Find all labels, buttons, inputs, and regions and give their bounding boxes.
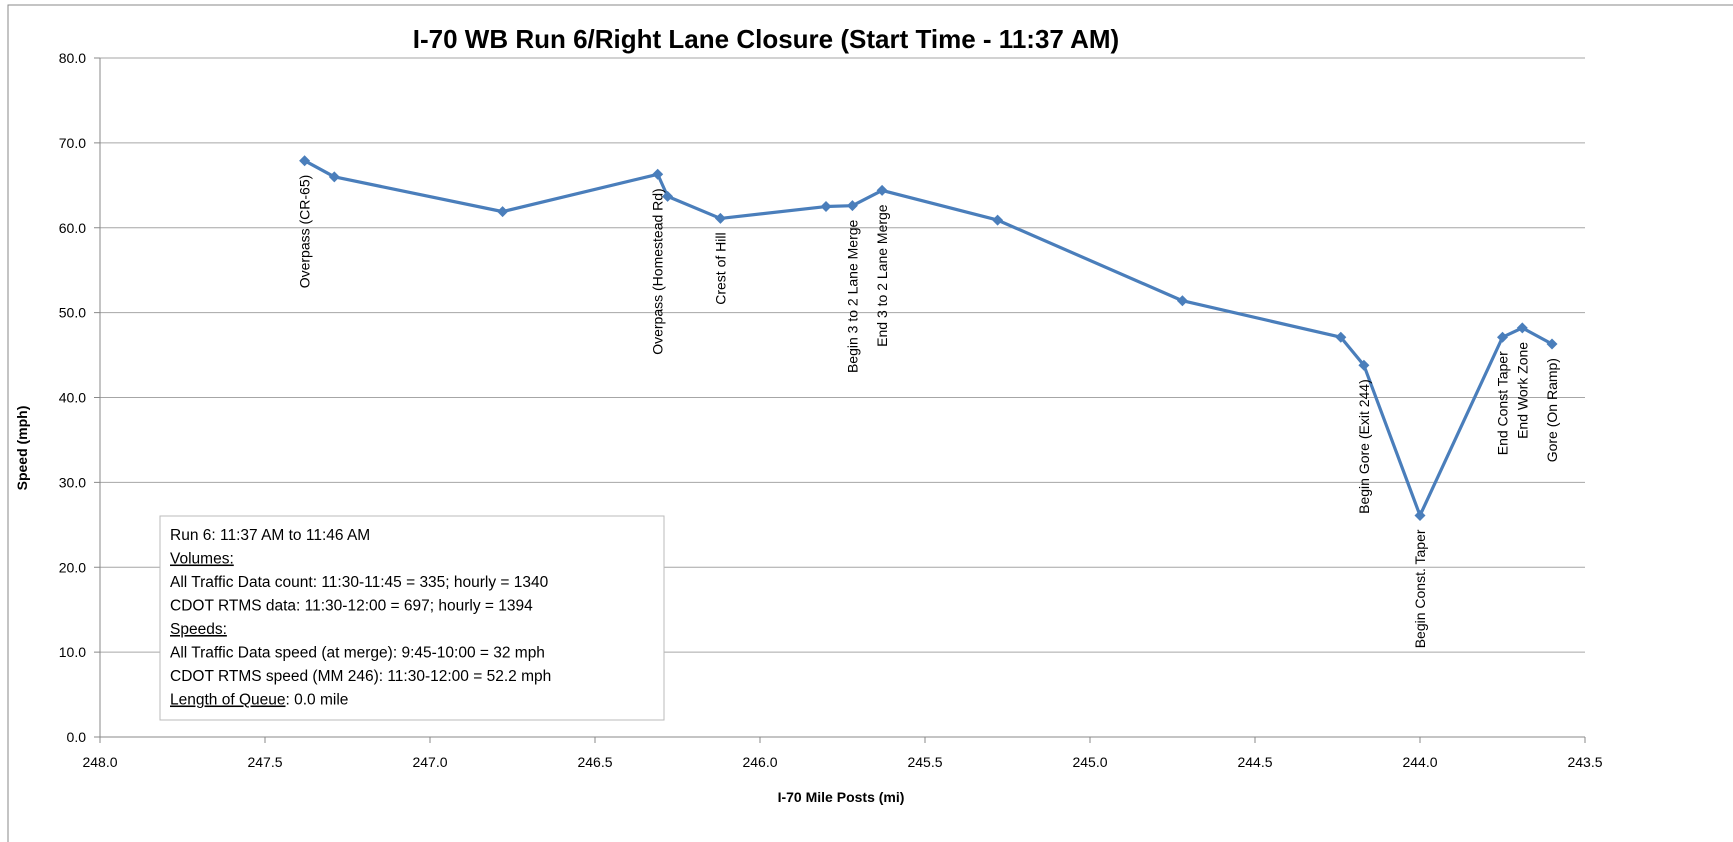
y-tick-label: 20.0 — [59, 559, 86, 575]
x-axis-label: I-70 Mile Posts (mi) — [778, 789, 905, 805]
data-point — [1176, 295, 1188, 307]
text-box-text: CDOT RTMS data: 11:30-12:00 = 697; hourl… — [170, 598, 533, 615]
text-box-line: CDOT RTMS data: 11:30-12:00 = 697; hourl… — [170, 598, 533, 615]
x-tick-label: 248.0 — [82, 754, 117, 770]
y-tick-label: 40.0 — [59, 390, 86, 406]
x-tick-label: 243.5 — [1567, 754, 1602, 770]
point-label: Overpass (Homestead Rd) — [650, 188, 666, 355]
x-tick-label: 246.0 — [742, 754, 777, 770]
text-box-text: Length of Queue — [170, 692, 286, 709]
x-tick-label: 247.5 — [247, 754, 282, 770]
data-point — [1335, 331, 1347, 343]
y-tick-label: 10.0 — [59, 644, 86, 660]
data-point — [1516, 322, 1528, 334]
text-box-line: CDOT RTMS speed (MM 246): 11:30-12:00 = … — [170, 668, 551, 685]
text-box — [159, 515, 665, 721]
chart-title: I-70 WB Run 6/Right Lane Closure (Start … — [413, 24, 1119, 54]
data-point — [992, 214, 1004, 226]
data-point — [1358, 359, 1370, 371]
text-box-suffix: : 0.0 mile — [286, 692, 349, 709]
x-tick-label: 245.5 — [907, 754, 942, 770]
y-tick-label: 30.0 — [59, 474, 86, 490]
data-point — [1497, 331, 1508, 343]
data-point — [662, 190, 674, 202]
text-box-text: CDOT RTMS speed (MM 246): 11:30-12:00 = … — [170, 668, 551, 685]
data-point — [652, 168, 664, 180]
text-box-line: Speeds: — [170, 621, 227, 638]
data-point — [876, 184, 888, 196]
text-box-line: All Traffic Data speed (at merge): 9:45-… — [170, 645, 545, 662]
y-axis-label: Speed (mph) — [14, 406, 30, 491]
text-box-text: All Traffic Data speed (at merge): 9:45-… — [170, 645, 545, 662]
data-point — [299, 155, 311, 167]
y-tick-label: 50.0 — [59, 305, 86, 321]
y-tick-label: 0.0 — [67, 729, 87, 745]
point-label: Gore (On Ramp) — [1544, 358, 1560, 462]
text-box-line: Length of Queue: 0.0 mile — [170, 692, 348, 709]
x-tick-label: 245.0 — [1072, 754, 1107, 770]
data-point — [328, 171, 340, 183]
text-box-text: Volumes: — [170, 551, 234, 568]
point-label: Crest of Hill — [712, 232, 728, 304]
y-tick-label: 70.0 — [59, 135, 86, 151]
y-tick-label: 80.0 — [59, 50, 86, 66]
y-tick-label: 60.0 — [59, 220, 86, 236]
data-point — [497, 206, 509, 218]
text-box-text: All Traffic Data count: 11:30-11:45 = 33… — [170, 574, 549, 591]
point-label: End Work Zone — [1514, 342, 1530, 439]
point-label: Begin Gore (Exit 244) — [1356, 379, 1372, 514]
x-tick-label: 244.5 — [1237, 754, 1272, 770]
data-point — [1546, 338, 1558, 350]
point-label: End 3 to 2 Lane Merge — [874, 204, 890, 347]
x-tick-label: 247.0 — [412, 754, 447, 770]
data-point — [714, 212, 726, 224]
data-point — [1414, 509, 1426, 521]
point-label: End Const Taper — [1495, 351, 1511, 455]
data-point — [820, 201, 832, 213]
text-box-line: Run 6: 11:37 AM to 11:46 AM — [170, 527, 370, 544]
x-tick-label: 244.0 — [1402, 754, 1437, 770]
point-label: Overpass (CR-65) — [297, 175, 313, 289]
text-box-line: Volumes: — [170, 551, 234, 568]
point-label: Begin 3 to 2 Lane Merge — [844, 219, 860, 373]
data-point — [846, 200, 858, 212]
text-box-text: Run 6: 11:37 AM to 11:46 AM — [170, 527, 370, 544]
text-box-line: All Traffic Data count: 11:30-11:45 = 33… — [170, 574, 549, 591]
x-tick-label: 246.5 — [577, 754, 612, 770]
point-label: Begin Const. Taper — [1412, 529, 1428, 648]
text-box-text: Speeds: — [170, 621, 227, 638]
